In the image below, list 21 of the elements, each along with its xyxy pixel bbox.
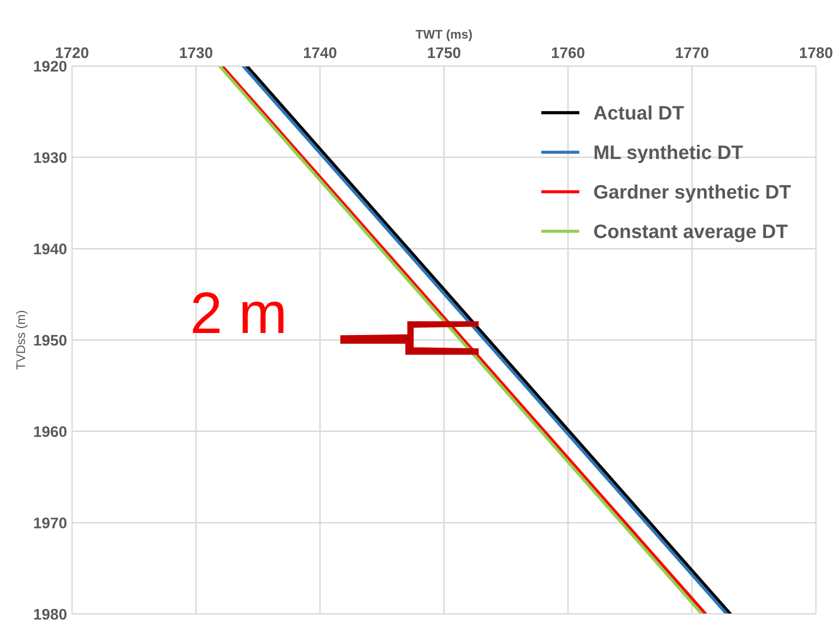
annotation: 2 m	[192, 292, 284, 333]
y-tick-label: 1960	[34, 426, 67, 438]
legend-label: Gardner synthetic DT	[594, 184, 791, 203]
x-tick-label: 1780	[800, 47, 832, 58]
legend-label: Constant average DT	[594, 224, 788, 242]
x-axis-title: TWT (ms)	[416, 30, 472, 42]
x-tick-label: 1720	[56, 47, 88, 58]
y-tick-label: 1920	[34, 60, 67, 72]
legend-label: Actual DT	[594, 105, 684, 120]
x-tick-label: 1740	[304, 47, 336, 58]
y-tick-label: 1980	[34, 608, 67, 620]
y-tick-label: 1940	[34, 244, 67, 254]
y-tick-label: 1970	[34, 518, 67, 528]
y-tick-label: 1950	[34, 334, 67, 346]
x-tick-label: 1730	[180, 47, 212, 58]
y-tick-label: 1930	[34, 152, 67, 164]
x-tick-label: 1760	[552, 47, 584, 58]
legend-label: ML synthetic DT	[594, 144, 743, 164]
x-tick-label: 1770	[676, 47, 708, 58]
y-axis-title: TVDss (m)	[16, 310, 28, 370]
x-tick-label: 1750	[428, 47, 460, 58]
